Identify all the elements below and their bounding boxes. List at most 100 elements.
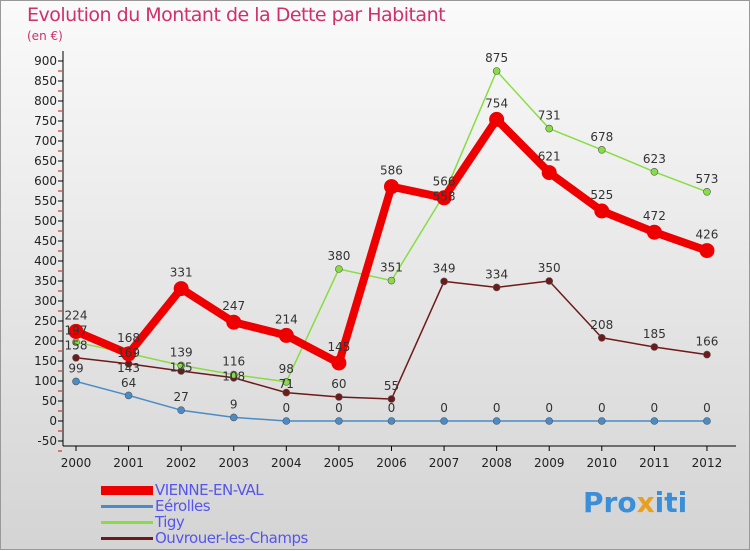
- y-tick-label: 300: [34, 294, 57, 308]
- data-point: [597, 146, 606, 154]
- data-point: [124, 391, 133, 400]
- data-point: [331, 355, 347, 371]
- data-point: [597, 417, 606, 425]
- data-label: 139: [170, 345, 193, 359]
- y-tick-label: 900: [34, 54, 57, 68]
- data-label: 0: [282, 401, 290, 415]
- data-label: 331: [170, 266, 193, 280]
- proxiti-logo: Proxiti: [583, 486, 688, 519]
- y-tick-label: 650: [34, 154, 57, 168]
- y-tick-label: 800: [34, 94, 57, 108]
- legend-item: Tigy: [101, 514, 308, 530]
- data-label: 0: [440, 401, 448, 415]
- x-tick-label: 2006: [376, 456, 407, 470]
- series-ouvrouer-les-champs: [72, 277, 711, 403]
- y-unit-label: (en €): [27, 29, 63, 43]
- data-label: 208: [590, 318, 613, 332]
- legend-item: Eérolles: [101, 498, 308, 514]
- data-label: 731: [538, 109, 561, 123]
- legend-swatch: [101, 520, 153, 524]
- data-label: 224: [65, 308, 88, 322]
- y-tick-label: 500: [34, 214, 57, 228]
- data-point: [177, 361, 185, 370]
- data-point: [72, 377, 80, 386]
- data-point: [492, 283, 501, 292]
- data-label: 185: [643, 327, 666, 341]
- data-point: [440, 417, 448, 425]
- data-point: [121, 346, 137, 362]
- data-label: 349: [433, 261, 456, 275]
- y-tick-label: 250: [34, 314, 57, 328]
- y-tick-label: 50: [42, 394, 57, 408]
- data-label: 0: [545, 401, 553, 415]
- data-point: [703, 350, 711, 359]
- data-point: [335, 417, 343, 425]
- data-point: [383, 179, 399, 195]
- x-tick-label: 2008: [481, 456, 512, 470]
- data-point: [646, 224, 662, 240]
- data-point: [229, 413, 238, 422]
- data-label: 98: [279, 362, 294, 376]
- y-tick-label: 0: [49, 414, 57, 428]
- data-label: 334: [485, 267, 508, 281]
- data-label: 678: [590, 130, 613, 144]
- data-point: [545, 417, 554, 425]
- data-label: 0: [388, 401, 396, 415]
- y-tick-label: 850: [34, 74, 57, 88]
- data-point: [282, 417, 291, 425]
- x-tick-label: 2000: [61, 456, 92, 470]
- data-point: [545, 124, 554, 133]
- data-label: 0: [651, 401, 659, 415]
- data-point: [650, 168, 659, 176]
- data-point: [335, 265, 343, 273]
- data-labels: 2241971589916816914364331139125272471161…: [65, 51, 719, 415]
- data-point: [68, 323, 84, 339]
- data-label: 197: [65, 323, 88, 337]
- data-label: 214: [275, 312, 298, 326]
- data-label: 426: [696, 228, 719, 242]
- data-point: [282, 377, 291, 386]
- y-tick-label: 600: [34, 174, 57, 188]
- series-tigy: [72, 67, 711, 386]
- data-point: [489, 111, 505, 127]
- data-label: 247: [222, 299, 245, 313]
- legend: VIENNE-EN-VAL Eérolles Tigy Ouvrouer-les-Ch…: [101, 482, 308, 546]
- legend-label: Tigy: [155, 513, 185, 531]
- data-label: 754: [485, 96, 508, 110]
- y-tick-label: 400: [34, 254, 57, 268]
- data-point: [650, 343, 659, 351]
- data-point: [541, 165, 557, 181]
- data-point: [387, 395, 396, 403]
- legend-swatch: [101, 504, 153, 508]
- y-tick-label: 750: [34, 114, 57, 128]
- x-tick-label: 2011: [639, 456, 670, 470]
- data-label: 55: [384, 379, 399, 393]
- data-point: [492, 67, 501, 75]
- chart-title: Evolution du Montant de la Dette par Hab…: [27, 4, 446, 26]
- data-label: 169: [117, 346, 140, 360]
- data-label: 166: [696, 335, 719, 349]
- series-vienne-en-val: [68, 111, 715, 371]
- x-tick-label: 2003: [218, 456, 249, 470]
- x-tick-label: 2009: [534, 456, 565, 470]
- y-tick-label: 200: [34, 334, 57, 348]
- data-point: [282, 388, 291, 397]
- legend-label: Eérolles: [155, 497, 211, 515]
- y-tick-label: 550: [34, 194, 57, 208]
- data-point: [72, 353, 80, 362]
- data-label: 525: [590, 188, 613, 202]
- data-point: [436, 190, 452, 206]
- data-label: 380: [327, 249, 350, 263]
- data-label: 158: [65, 338, 88, 352]
- legend-swatch: [101, 536, 153, 540]
- data-point: [650, 417, 659, 425]
- data-label: 0: [493, 401, 501, 415]
- x-tick-label: 2001: [113, 456, 144, 470]
- x-tick-label: 2002: [166, 456, 197, 470]
- data-label: 586: [380, 164, 403, 178]
- data-label: 168: [117, 331, 140, 345]
- data-label: 27: [174, 390, 189, 404]
- legend-label: VIENNE-EN-VAL: [155, 481, 264, 499]
- y-tick-label: 450: [34, 234, 57, 248]
